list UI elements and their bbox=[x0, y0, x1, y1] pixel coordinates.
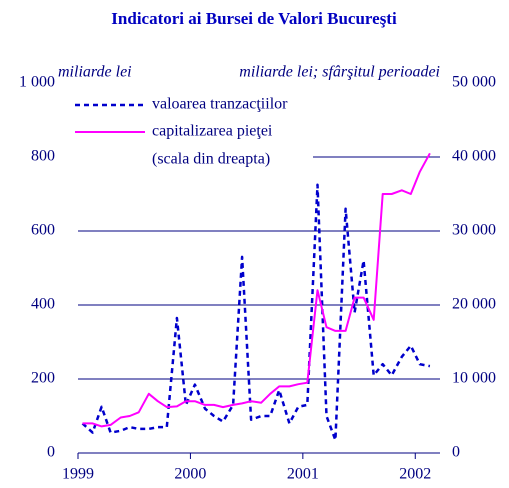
grid bbox=[77, 156, 440, 459]
legend-label: valoarea tranzacţiilor bbox=[152, 96, 288, 113]
x-tick-label: 2001 bbox=[287, 466, 319, 483]
y2-tick-label: 10 000 bbox=[452, 370, 496, 387]
x-tick-label: 1999 bbox=[62, 466, 94, 483]
y2-tick-label: 50 000 bbox=[452, 74, 496, 91]
y-tick-label: 400 bbox=[31, 296, 55, 313]
series-line bbox=[82, 152, 431, 428]
series-line bbox=[81, 183, 431, 442]
y2-tick-label: 20 000 bbox=[452, 296, 496, 313]
y2-tick-label: 30 000 bbox=[452, 222, 496, 239]
chart-title: Indicatori ai Bursei de Valori Bucureşti bbox=[111, 9, 397, 28]
y-tick-label: 800 bbox=[31, 148, 55, 165]
y-tick-label: 600 bbox=[31, 222, 55, 239]
y-axis-unit: miliarde lei bbox=[58, 64, 132, 81]
legend-label: capitalizarea pieţei bbox=[152, 123, 273, 140]
x-tick-label: 2002 bbox=[399, 466, 431, 483]
y2-axis-unit: miliarde lei; sfârşitul perioadei bbox=[239, 64, 440, 81]
y-tick-label: 200 bbox=[31, 370, 55, 387]
y2-tick-label: 40 000 bbox=[452, 148, 496, 165]
y2-tick-label: 0 bbox=[452, 444, 460, 461]
y-tick-label: 1 000 bbox=[19, 74, 55, 91]
legend-note: (scala din dreapta) bbox=[152, 151, 270, 168]
legend: valoarea tranzacţiilor capitalizarea pieţ… bbox=[68, 92, 313, 172]
y-tick-label: 0 bbox=[47, 444, 55, 461]
lines bbox=[81, 152, 431, 442]
x-tick-label: 2000 bbox=[174, 466, 206, 483]
